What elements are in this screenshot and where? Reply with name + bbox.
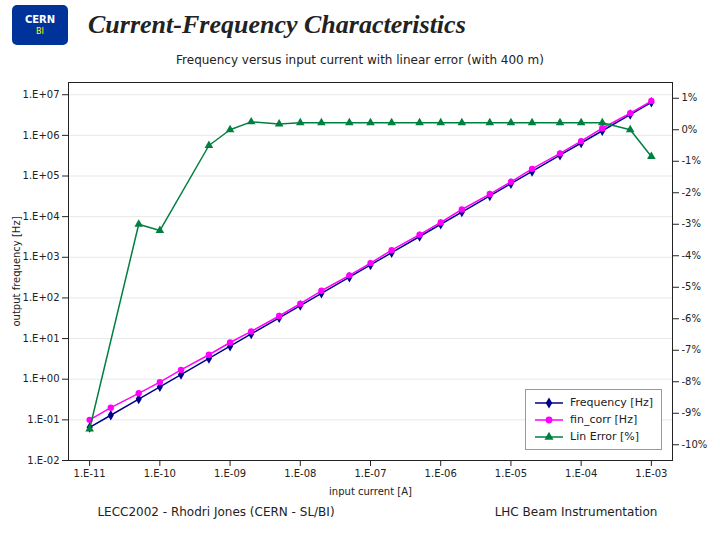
html-text:LECC2002 - Rhodri Jones (CERN: LECC2002 - Rhodri Jones (CERN - SL/BI)	[97, 505, 335, 519]
svg-text:-4%: -4%	[682, 250, 701, 261]
html-text:Frequency versus input current: Frequency versus input current with line…	[176, 53, 544, 67]
svg-text:-3%: -3%	[682, 218, 701, 229]
html-text:CERN: CERN	[24, 14, 56, 25]
svg-text:1.E+06: 1.E+06	[23, 130, 60, 141]
svg-text:0%: 0%	[682, 124, 698, 135]
html-text:Lin Error [%]: Lin Error [%]	[570, 430, 639, 443]
svg-text:1.E-04: 1.E-04	[565, 468, 597, 479]
svg-text:-1%: -1%	[682, 155, 701, 166]
svg-text:1.E-09: 1.E-09	[214, 468, 246, 479]
svg-text:1.E-11: 1.E-11	[74, 468, 106, 479]
svg-text:1.E+07: 1.E+07	[23, 89, 60, 100]
svg-text:1.E-05: 1.E-05	[495, 468, 527, 479]
svg-text:1.E+02: 1.E+02	[23, 292, 60, 303]
svg-text:-9%: -9%	[682, 407, 701, 418]
svg-text:1.E-08: 1.E-08	[284, 468, 316, 479]
svg-text:-6%: -6%	[682, 313, 701, 324]
html-text:fin_corr [Hz]: fin_corr [Hz]	[570, 413, 638, 426]
svg-text:1.E-06: 1.E-06	[425, 468, 457, 479]
svg-text:1.E-10: 1.E-10	[144, 468, 176, 479]
svg-text:input current [A]: input current [A]	[329, 486, 412, 497]
svg-text:-7%: -7%	[682, 344, 701, 355]
svg-text:1.E-01: 1.E-01	[27, 414, 59, 425]
svg-text:-8%: -8%	[682, 376, 701, 387]
svg-text:1.E+01: 1.E+01	[23, 333, 60, 344]
svg-text:1.E-07: 1.E-07	[354, 468, 386, 479]
svg-text:-2%: -2%	[682, 187, 701, 198]
svg-text:1.E+00: 1.E+00	[23, 373, 60, 384]
html-text:LHC Beam Instrumentation: LHC Beam Instrumentation	[494, 505, 658, 519]
svg-text:1.E-02: 1.E-02	[27, 455, 59, 466]
html-text:Frequency [Hz]: Frequency [Hz]	[570, 396, 653, 409]
html-text:BI: BI	[36, 27, 44, 36]
html-text:Current-Frequency Characterist: Current-Frequency Characteristics	[88, 10, 466, 39]
svg-text:-5%: -5%	[682, 281, 701, 292]
svg-text:1.E+05: 1.E+05	[23, 170, 60, 181]
svg-text:1.E+03: 1.E+03	[23, 251, 60, 262]
svg-text:output frequency [Hz]: output frequency [Hz]	[11, 216, 22, 326]
svg-text:1.E-03: 1.E-03	[635, 468, 667, 479]
svg-text:-10%: -10%	[682, 439, 708, 450]
svg-text:1%: 1%	[682, 92, 698, 103]
svg-text:1.E+04: 1.E+04	[23, 211, 60, 222]
